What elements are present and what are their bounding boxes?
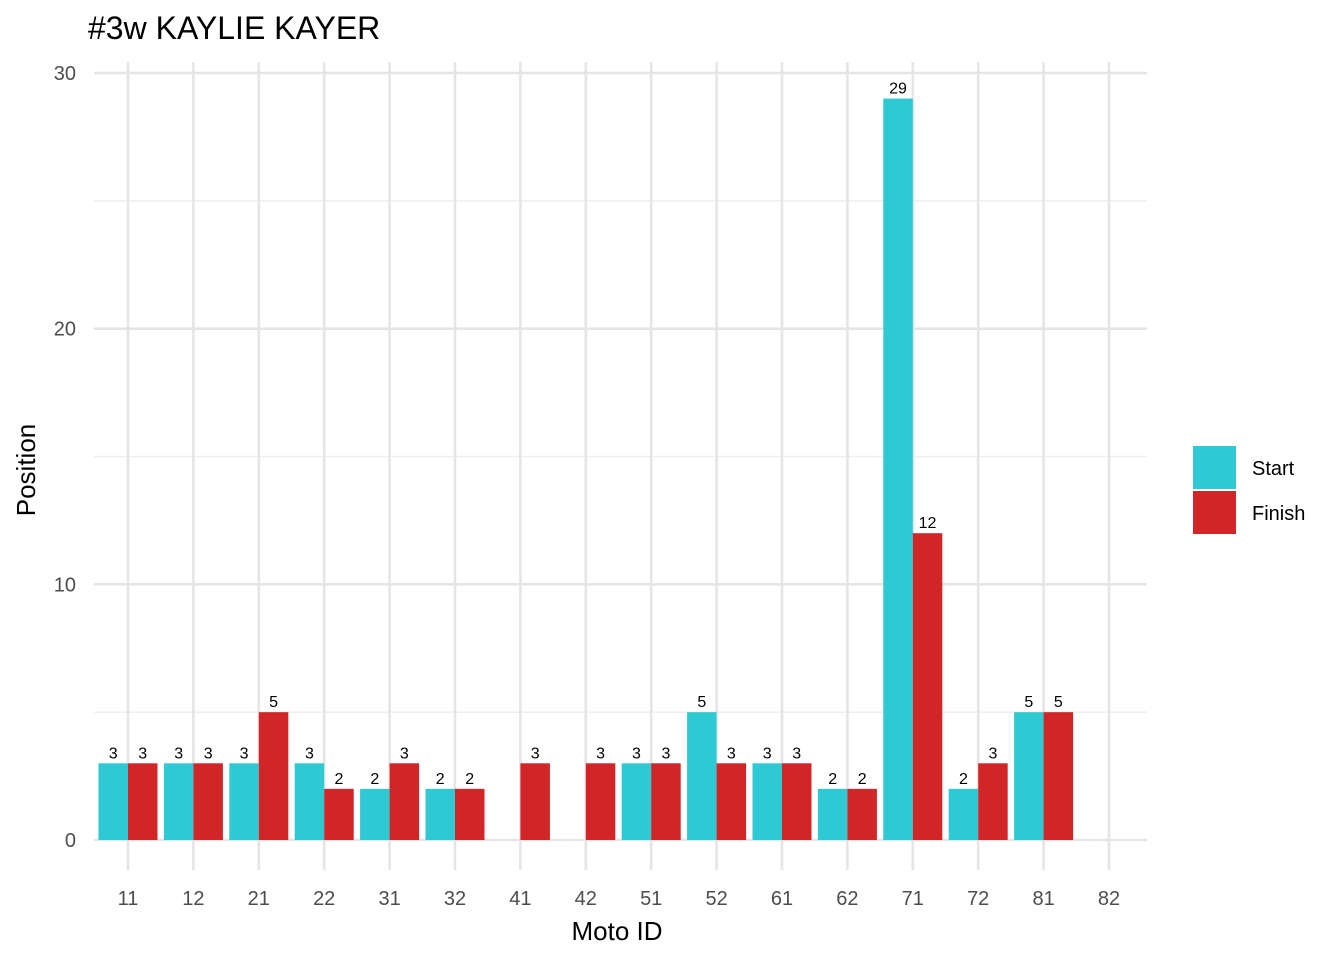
bar-value-label: 3 (174, 745, 183, 762)
bar-finish (912, 533, 943, 840)
bar-start (294, 763, 325, 840)
x-tick-label: 12 (182, 888, 204, 910)
y-tick-label: 10 (54, 574, 76, 596)
x-tick-label: 81 (1032, 888, 1054, 910)
x-tick-label: 22 (313, 888, 335, 910)
bar-value-label: 3 (632, 745, 641, 762)
bar-start (229, 763, 259, 840)
bars (98, 98, 1074, 841)
bar-value-label: 5 (269, 694, 278, 711)
x-tick-label: 71 (902, 888, 924, 910)
bar-value-label: 3 (988, 745, 997, 762)
bar-start (360, 788, 390, 840)
bar-finish (651, 763, 681, 840)
legend-label-start: Start (1252, 458, 1295, 480)
bar-value-label: 3 (138, 745, 147, 762)
legend-swatch-finish (1193, 491, 1236, 534)
x-tick-label: 42 (575, 888, 597, 910)
bar-value-label: 3 (305, 745, 314, 762)
y-tick-label: 30 (54, 63, 76, 85)
bar-finish (978, 763, 1008, 840)
bar-finish (782, 763, 812, 840)
bar-value-label: 5 (1054, 694, 1063, 711)
bar-value-label: 3 (727, 745, 736, 762)
bar-value-label: 2 (334, 771, 343, 788)
x-tick-label: 62 (836, 888, 858, 910)
bar-start (883, 98, 913, 841)
bar-value-label: 2 (465, 771, 474, 788)
x-tick-label: 61 (771, 888, 793, 910)
bar-finish (716, 763, 747, 840)
bar-value-label: 3 (531, 745, 540, 762)
legend-label-finish: Finish (1252, 503, 1305, 525)
bar-value-label: 2 (370, 771, 379, 788)
bar-value-label: 2 (828, 771, 837, 788)
x-tick-label: 52 (705, 888, 727, 910)
x-tick-label: 11 (118, 888, 139, 910)
bar-value-label: 3 (792, 745, 801, 762)
bar-finish (324, 788, 354, 840)
bar-finish (520, 763, 550, 840)
y-axis-title: Position (11, 424, 41, 517)
bar-value-label: 5 (1024, 694, 1033, 711)
bar-value-label: 5 (697, 694, 706, 711)
bar-finish (585, 763, 616, 840)
bar-value-label: 29 (889, 81, 907, 98)
x-axis-ticks: 11 12 21 22 31 32 41 42 51 52 61 62 71 72 81 82 (118, 888, 1121, 910)
chart-title: #3w KAYLIE KAYER (88, 10, 380, 46)
x-tick-label: 51 (640, 888, 662, 910)
bar-finish (389, 763, 420, 840)
bar-value-label: 2 (959, 771, 968, 788)
bar-value-label: 12 (919, 515, 937, 532)
bar-value-label: 3 (763, 745, 772, 762)
bar-start (752, 763, 782, 840)
bar-value-label: 3 (400, 745, 409, 762)
x-tick-label: 82 (1098, 888, 1120, 910)
bar-start (948, 788, 979, 840)
bar-start (1014, 712, 1044, 840)
bar-value-label: 3 (661, 745, 670, 762)
bar-finish (1043, 712, 1074, 840)
bar-value-label: 3 (204, 745, 213, 762)
bar-finish (128, 763, 158, 840)
y-tick-label: 0 (65, 830, 76, 852)
bar-labels: 3 3 3 3 2 2 3 5 3 2 29 2 5 3 3 5 2 3 2 3 3 3 3 3 2 12 3 5 (109, 81, 1063, 788)
bar-start (163, 763, 194, 840)
legend: Start Finish (1193, 446, 1305, 534)
bar-value-label: 2 (858, 771, 867, 788)
x-tick-label: 31 (378, 888, 400, 910)
bar-value-label: 2 (436, 771, 445, 788)
bar-start (98, 763, 128, 840)
bar-finish (258, 712, 289, 840)
bar-finish (847, 788, 877, 840)
bar-start (687, 712, 717, 840)
bar-start (621, 763, 652, 840)
bar-start (425, 788, 455, 840)
bar-start (817, 788, 848, 840)
legend-swatch-start (1193, 446, 1236, 489)
x-tick-label: 41 (509, 888, 531, 910)
bar-finish (455, 788, 485, 840)
x-tick-label: 32 (444, 888, 466, 910)
bar-value-label: 3 (596, 745, 605, 762)
x-tick-label: 72 (967, 888, 989, 910)
bar-value-label: 3 (240, 745, 249, 762)
bar-finish (193, 763, 223, 840)
bar-value-label: 3 (109, 745, 118, 762)
y-axis-ticks: 0 10 20 30 (54, 63, 76, 852)
y-tick-label: 20 (54, 319, 76, 341)
x-tick-label: 21 (248, 888, 270, 910)
x-axis-title: Moto ID (571, 916, 662, 946)
